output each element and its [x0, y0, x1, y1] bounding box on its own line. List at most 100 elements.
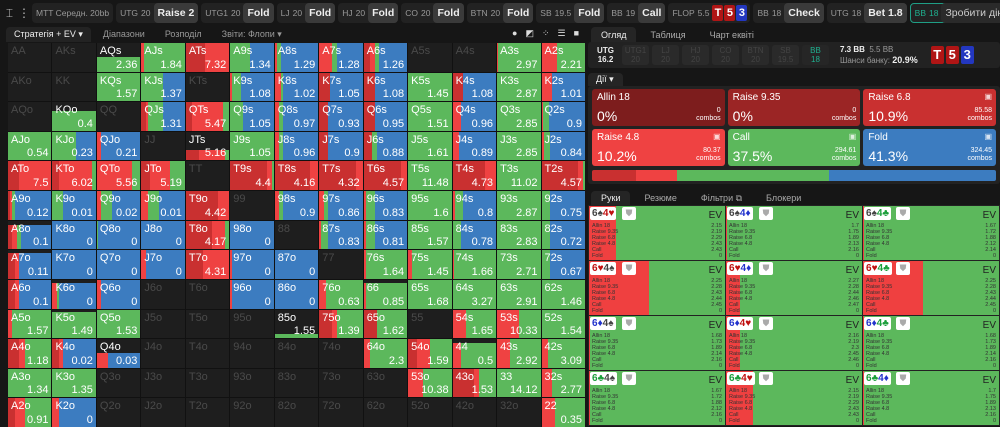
hand-cell[interactable]: J8o 0 [141, 220, 185, 250]
position-lj[interactable]: LJ 20 [652, 45, 679, 65]
hand-combo-card[interactable]: 6♥4♣ ⛊ EV Allin 18 2.25 Raise 9.35 2.28 Raise 6… [863, 261, 999, 315]
hand-cell[interactable]: A6o 0.1 [8, 279, 52, 309]
hand-cell[interactable]: 52o [408, 398, 452, 427]
cursor-icon[interactable]: ⌶ [5, 5, 14, 20]
shield-icon[interactable]: ⛊ [896, 317, 910, 330]
hand-cell[interactable]: 83o [274, 368, 319, 398]
hand-cell[interactable]: 85s 1.57 [408, 220, 452, 250]
hand-cell[interactable]: T3o [185, 368, 230, 398]
hand-cell[interactable]: 95o [230, 309, 274, 339]
hand-cell[interactable]: 82o [274, 398, 319, 427]
hand-cell[interactable]: 72o [319, 398, 363, 427]
hand-cell[interactable]: 96o 0 [230, 279, 274, 309]
hand-cell[interactable]: QQ [96, 102, 141, 131]
grid-view-icon[interactable]: ⁘ [541, 28, 550, 38]
hand-cell[interactable]: T5s 11.48 [408, 161, 452, 191]
hand-cell[interactable]: ATs 7.32 [185, 43, 230, 72]
hand-cell[interactable]: QJs 1.31 [141, 102, 185, 131]
hand-cell[interactable]: J8s 0.96 [274, 131, 319, 161]
tab-reports-flops[interactable]: Звіти: Флопи ▾ [221, 29, 282, 39]
tab-table[interactable]: Таблиця [650, 30, 686, 40]
hand-cell[interactable]: Q4o 0.03 [96, 339, 141, 368]
hand-cell[interactable]: K3s 2.87 [497, 72, 541, 102]
hand-cell[interactable]: 74s 1.66 [452, 250, 497, 279]
hand-cell[interactable]: T3s 11.02 [497, 161, 541, 191]
chart-icon[interactable]: ▣ [713, 132, 721, 141]
action-step-chip[interactable]: UTG 18 Bet 1.8 [826, 3, 907, 23]
hand-cell[interactable]: Q3o [96, 368, 141, 398]
hand-cell[interactable]: A6s 1.26 [363, 43, 408, 72]
hand-cell[interactable]: 73o [319, 368, 363, 398]
hand-cell[interactable]: 97o 0 [230, 250, 274, 279]
chart-icon[interactable]: ▣ [984, 92, 992, 101]
hand-cell[interactable]: 92s 0.75 [541, 191, 585, 220]
hand-cell[interactable]: A9o 0.12 [8, 191, 52, 220]
chart-icon[interactable]: ▣ [848, 132, 857, 141]
hand-cell[interactable]: K9o 0.01 [52, 191, 96, 220]
step-action[interactable]: Fold [433, 3, 464, 23]
shield-icon[interactable]: ⛊ [759, 372, 773, 385]
hand-cell[interactable]: 75o 1.39 [319, 309, 363, 339]
hand-cell[interactable]: 96s 0.83 [363, 191, 408, 220]
hand-cell[interactable]: 86s 0.81 [363, 220, 408, 250]
hand-cell[interactable]: K4s 1.08 [452, 72, 497, 102]
shield-icon[interactable]: ⛊ [896, 207, 910, 220]
hand-cell[interactable]: 88 [274, 220, 319, 250]
hand-cell[interactable]: Q2s 0.9 [541, 102, 585, 131]
action-step-chip[interactable]: HJ 20 Fold [338, 3, 399, 23]
tab-equity-chart[interactable]: Чарт еквіті [709, 30, 754, 40]
hand-cell[interactable]: 95s 1.6 [408, 191, 452, 220]
hand-cell[interactable]: AJs 1.84 [141, 43, 185, 72]
hand-cell[interactable]: A9s 1.34 [230, 43, 274, 72]
action-tile[interactable]: Raise 4.8 10.2% 80.37 combos ▣ [592, 129, 725, 166]
hand-cell[interactable]: T2o [185, 398, 230, 427]
hand-cell[interactable]: J7o 0 [141, 250, 185, 279]
chart-icon[interactable]: ▣ [984, 132, 992, 141]
hand-combo-card[interactable]: 6♣4♠ ⛊ EV Allin 18 1.67 Raise 9.35 1.72 Raise 6… [589, 371, 725, 425]
hand-cell[interactable]: Q2o [96, 398, 141, 427]
step-action[interactable]: Fold [368, 3, 399, 23]
hand-cell[interactable]: A3o 1.34 [8, 368, 52, 398]
hand-cell[interactable]: K2s 1.01 [541, 72, 585, 102]
tab-distribution[interactable]: Розподіл [164, 29, 202, 39]
shield-icon[interactable]: ⛊ [622, 262, 636, 275]
hand-cell[interactable]: K5s 1.45 [408, 72, 452, 102]
hand-cell[interactable]: 94s 0.8 [452, 191, 497, 220]
step-action[interactable]: Fold [305, 3, 336, 23]
hand-cell[interactable]: 92o [230, 398, 274, 427]
hand-cell[interactable]: 82s 0.72 [541, 220, 585, 250]
hand-cell[interactable]: 53o 10.38 [408, 368, 452, 398]
shield-icon[interactable]: ⛊ [759, 317, 773, 330]
action-step-chip[interactable]: BB 19 Call [607, 3, 666, 23]
hand-cell[interactable]: K9s 1.08 [230, 72, 274, 102]
action-tile[interactable]: Call 37.5% 294.61 combos ▣ [727, 129, 861, 166]
hand-cell[interactable]: QTo 5.56 [96, 161, 141, 191]
hand-cell[interactable]: 76o 0.63 [319, 279, 363, 309]
hand-cell[interactable]: AKo [8, 72, 52, 102]
hand-cell[interactable]: A3s 2.97 [497, 43, 541, 72]
hand-cell[interactable]: T8o 4.17 [185, 220, 230, 250]
hand-cell[interactable]: JTs 5.16 [185, 131, 230, 161]
hand-cell[interactable]: K6s 1.08 [363, 72, 408, 102]
hand-cell[interactable]: 43o 1.53 [452, 368, 497, 398]
action-step-chip[interactable]: UTG 20 Raise 2 [116, 3, 199, 23]
position-hj[interactable]: HJ 20 [682, 45, 709, 65]
hand-cell[interactable]: T9s 4.4 [230, 161, 274, 191]
hand-cell[interactable]: 98s 0.9 [274, 191, 319, 220]
hand-cell[interactable]: AA [8, 43, 52, 72]
action-step-chip[interactable]: BTN 20 Fold [466, 3, 534, 23]
hand-cell[interactable]: TT [185, 161, 230, 191]
current-action-chip[interactable]: BB 18 Зробити дію [909, 3, 1000, 23]
hand-combo-card[interactable]: 6♥4♦ ⛊ EV Allin 18 2.27 Raise 9.35 2.28 Raise 6… [726, 261, 862, 315]
action-tile[interactable]: Allin 18 0% 0 combos [592, 89, 725, 126]
hand-cell[interactable]: A5s [408, 43, 452, 72]
hand-cell[interactable]: Q8s 0.97 [274, 102, 319, 131]
hand-cell[interactable]: 84o [274, 339, 319, 368]
shield-icon[interactable]: ⛊ [896, 262, 910, 275]
hand-cell[interactable]: Q6s 0.95 [363, 102, 408, 131]
hand-cell[interactable]: K3o 1.35 [52, 368, 96, 398]
hand-cell[interactable]: A2o 0.91 [8, 398, 52, 427]
step-action[interactable]: Check [784, 3, 824, 23]
hand-cell[interactable]: 65s 1.68 [408, 279, 452, 309]
hand-cell[interactable]: 32s 2.77 [541, 368, 585, 398]
